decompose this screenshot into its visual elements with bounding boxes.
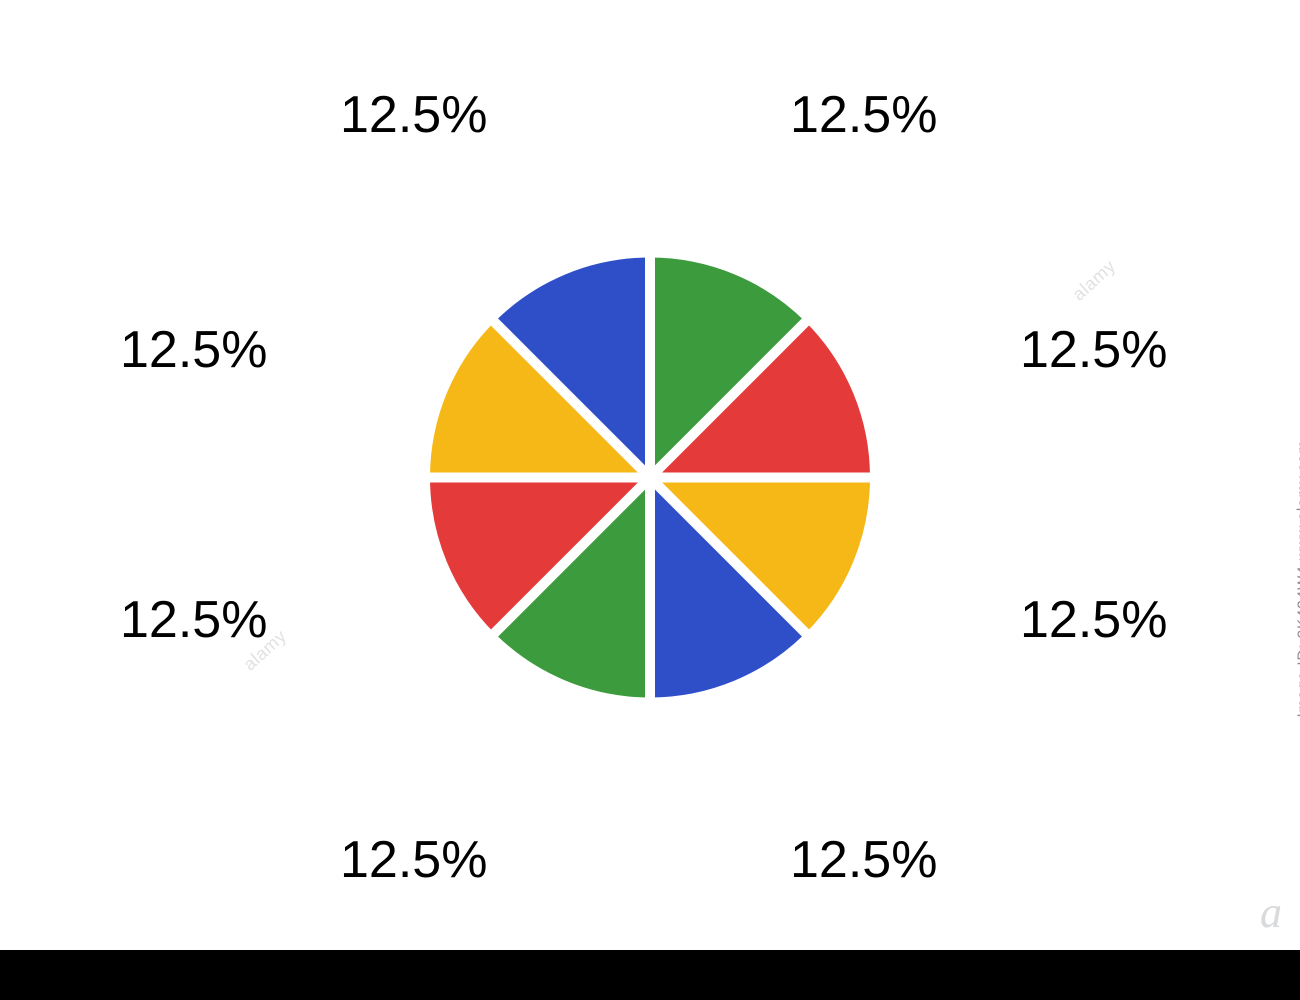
slice-label: 12.5%: [790, 85, 937, 145]
slice-label: 12.5%: [1020, 590, 1167, 650]
watermark-side-code: Image ID: 2K434W4 www.alamy.com: [1294, 440, 1300, 717]
slice-label: 12.5%: [120, 590, 267, 650]
slice-label: 12.5%: [340, 85, 487, 145]
slice-label: 12.5%: [1020, 320, 1167, 380]
footer-bar: [0, 950, 1300, 1000]
slice-label: 12.5%: [340, 830, 487, 890]
watermark-logo: a: [1260, 887, 1282, 938]
pie-chart: [420, 248, 880, 713]
watermark-text: alamy: [1069, 256, 1121, 305]
slice-label: 12.5%: [790, 830, 937, 890]
slice-label: 12.5%: [120, 320, 267, 380]
